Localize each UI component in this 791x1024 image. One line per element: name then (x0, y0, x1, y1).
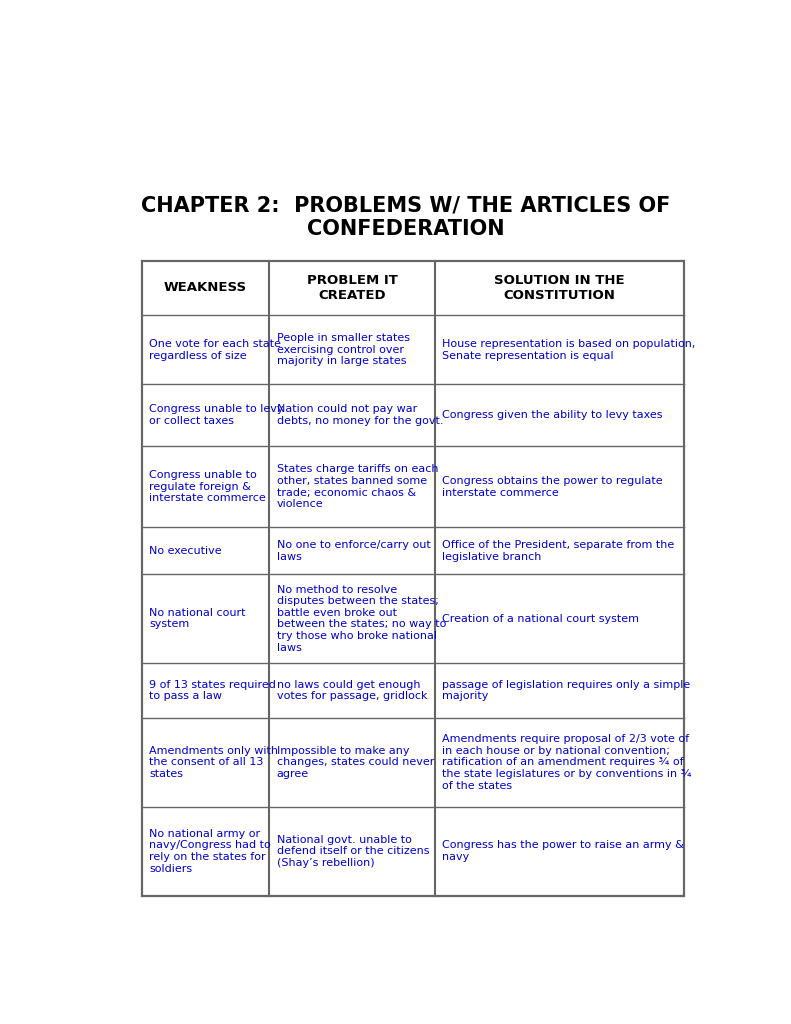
Text: No executive: No executive (149, 546, 221, 556)
Text: Impossible to make any
changes, states could never
agree: Impossible to make any changes, states c… (277, 745, 434, 779)
Text: no laws could get enough
votes for passage, gridlock: no laws could get enough votes for passa… (277, 680, 427, 701)
Text: passage of legislation requires only a simple
majority: passage of legislation requires only a s… (442, 680, 691, 701)
Text: National govt. unable to
defend itself or the citizens
(Shay’s rebellion): National govt. unable to defend itself o… (277, 835, 430, 867)
Text: Amendments require proposal of 2/3 vote of
in each house or by national conventi: Amendments require proposal of 2/3 vote … (442, 734, 691, 791)
Text: No one to enforce/carry out
laws: No one to enforce/carry out laws (277, 540, 430, 561)
Text: House representation is based on population,
Senate representation is equal: House representation is based on populat… (442, 339, 695, 360)
Text: 9 of 13 states required
to pass a law: 9 of 13 states required to pass a law (149, 680, 276, 701)
Text: WEAKNESS: WEAKNESS (164, 282, 247, 295)
Text: CONFEDERATION: CONFEDERATION (307, 219, 504, 240)
Text: No method to resolve
disputes between the states;
battle even broke out
between : No method to resolve disputes between th… (277, 585, 446, 652)
Text: Congress has the power to raise an army &
navy: Congress has the power to raise an army … (442, 841, 684, 862)
Text: Office of the President, separate from the
legislative branch: Office of the President, separate from t… (442, 540, 675, 561)
Text: One vote for each state
regardless of size: One vote for each state regardless of si… (149, 339, 281, 360)
Text: Congress obtains the power to regulate
interstate commerce: Congress obtains the power to regulate i… (442, 476, 663, 498)
Text: Creation of a national court system: Creation of a national court system (442, 613, 639, 624)
Text: Amendments only with
the consent of all 13
states: Amendments only with the consent of all … (149, 745, 278, 779)
Bar (142, 261, 684, 896)
Text: PROBLEM IT
CREATED: PROBLEM IT CREATED (307, 274, 397, 302)
Text: Congress unable to levy
or collect taxes: Congress unable to levy or collect taxes (149, 404, 284, 426)
Text: Congress given the ability to levy taxes: Congress given the ability to levy taxes (442, 411, 663, 420)
Text: Congress unable to
regulate foreign &
interstate commerce: Congress unable to regulate foreign & in… (149, 470, 266, 504)
Text: People in smaller states
exercising control over
majority in large states: People in smaller states exercising cont… (277, 333, 410, 367)
Text: States charge tariffs on each
other, states banned some
trade; economic chaos &
: States charge tariffs on each other, sta… (277, 464, 438, 509)
Text: SOLUTION IN THE
CONSTITUTION: SOLUTION IN THE CONSTITUTION (494, 274, 625, 302)
Text: CHAPTER 2:  PROBLEMS W/ THE ARTICLES OF: CHAPTER 2: PROBLEMS W/ THE ARTICLES OF (141, 196, 670, 216)
Text: No national army or
navy/Congress had to
rely on the states for
soldiers: No national army or navy/Congress had to… (149, 828, 271, 873)
Text: No national court
system: No national court system (149, 607, 246, 630)
Text: Nation could not pay war
debts, no money for the govt.: Nation could not pay war debts, no money… (277, 404, 443, 426)
